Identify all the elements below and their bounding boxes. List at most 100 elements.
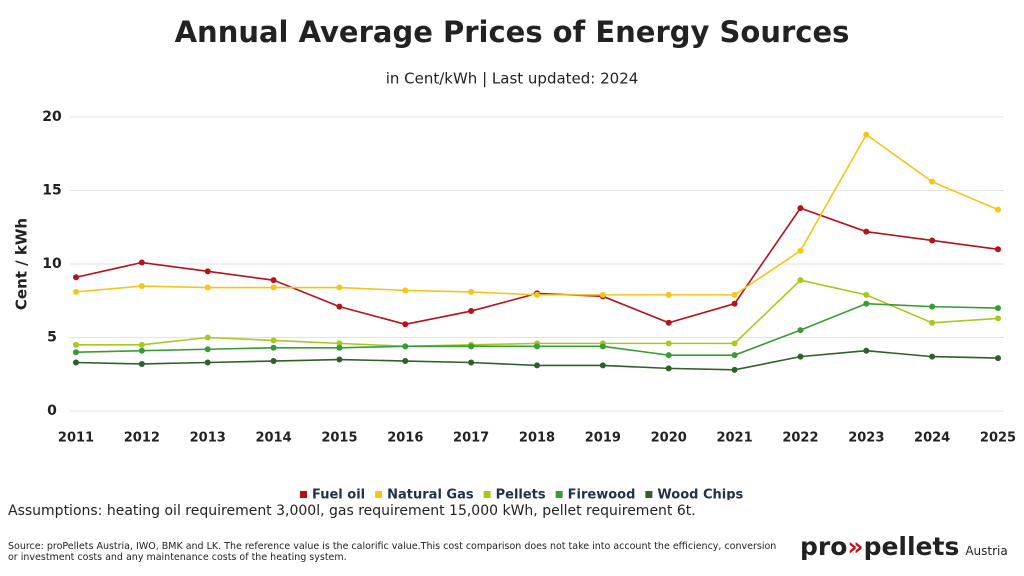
y-tick-label: 20 (42, 109, 62, 125)
data-point (665, 352, 672, 359)
data-point (138, 259, 145, 266)
data-point (863, 300, 870, 307)
x-tick-label: 2015 (321, 431, 357, 446)
data-point (138, 347, 145, 354)
legend-swatch (645, 491, 653, 498)
x-tick-label: 2016 (387, 431, 423, 446)
data-point (995, 305, 1001, 312)
data-point (863, 131, 870, 138)
data-point (204, 359, 211, 366)
data-point (204, 346, 211, 353)
data-point (468, 308, 475, 315)
data-point (138, 360, 145, 367)
data-point (468, 288, 475, 295)
data-point (204, 268, 211, 275)
data-point (995, 206, 1001, 213)
data-point (731, 340, 738, 347)
data-point (929, 353, 936, 360)
x-tick-label: 2014 (255, 431, 291, 446)
data-point (995, 315, 1001, 322)
x-tick-label: 2020 (651, 431, 687, 446)
data-point (995, 246, 1001, 253)
logo-text: pellets (863, 532, 960, 561)
data-point (204, 334, 211, 341)
legend-label: Natural Gas (387, 488, 474, 501)
data-point (797, 327, 804, 334)
x-tick-label: 2025 (980, 431, 1016, 446)
data-point (270, 277, 277, 284)
y-tick-label: 15 (42, 183, 61, 199)
data-point (797, 247, 804, 254)
data-point (336, 340, 343, 347)
y-tick-label: 0 (47, 403, 57, 419)
data-point (336, 284, 343, 291)
data-point (138, 283, 145, 290)
x-tick-label: 2019 (585, 431, 621, 446)
logo-text: pro (800, 532, 848, 561)
chart: Annual Average Prices of Energy Sources … (13, 15, 1017, 501)
data-point (534, 362, 540, 369)
data-point (731, 300, 738, 307)
data-point (929, 178, 936, 185)
legend-swatch (375, 491, 383, 498)
legend-swatch (300, 491, 307, 498)
y-axis-label: Cent / kWh (13, 218, 31, 310)
data-point (797, 353, 804, 360)
data-point (929, 303, 936, 310)
data-point (731, 352, 738, 359)
data-point (468, 343, 475, 350)
data-point (336, 344, 343, 351)
chart-title: Annual Average Prices of Energy Sources (175, 15, 850, 49)
chart-subtitle: in Cent/kWh | Last updated: 2024 (386, 70, 639, 88)
data-point (929, 237, 936, 244)
x-tick-label: 2017 (453, 431, 489, 446)
logo-arrow: » (847, 532, 864, 561)
data-point (665, 291, 672, 298)
data-point (863, 291, 870, 298)
x-tick-label: 2022 (782, 431, 818, 446)
data-point (665, 365, 672, 372)
legend-label: Firewood (568, 488, 636, 501)
logo-region: Austria (965, 544, 1008, 558)
legend-label: Pellets (496, 488, 546, 501)
assumptions: Assumptions: heating oil requirement 3,0… (8, 503, 696, 519)
data-point (599, 343, 606, 350)
series-line (76, 279, 999, 348)
data-point (599, 362, 606, 369)
y-tick-label: 10 (42, 256, 62, 272)
data-point (797, 205, 804, 212)
data-point (73, 349, 79, 356)
legend-swatch (555, 491, 563, 498)
data-point (402, 343, 409, 350)
data-point (599, 291, 606, 298)
x-tick-label: 2013 (190, 431, 226, 446)
data-point (929, 319, 936, 326)
data-point (995, 355, 1001, 362)
y-tick-label: 5 (47, 330, 57, 346)
data-point (270, 337, 277, 344)
data-point (73, 359, 79, 366)
data-point (731, 291, 738, 298)
x-tick-label: 2023 (848, 431, 884, 446)
data-point (468, 359, 475, 366)
data-point (270, 284, 277, 291)
logo: pro»pellets Austria (800, 532, 1008, 561)
data-point (402, 287, 409, 294)
legend: Fuel oil Natural Gas Pellets Firewood Wood C… (300, 488, 744, 501)
data-point (73, 341, 79, 348)
data-point (402, 358, 409, 365)
data-point (138, 341, 145, 348)
source: Source: proPellets Austria, IWO, BMK and… (8, 541, 777, 563)
data-point (731, 366, 738, 373)
data-point (73, 288, 79, 295)
data-point (863, 347, 870, 354)
data-point (204, 284, 211, 291)
x-tick-label: 2024 (914, 431, 950, 446)
data-point (336, 356, 343, 363)
data-point (270, 344, 277, 351)
data-point (534, 343, 540, 350)
data-point (863, 228, 870, 235)
data-point (665, 340, 672, 347)
x-tick-label: 2018 (519, 431, 555, 446)
